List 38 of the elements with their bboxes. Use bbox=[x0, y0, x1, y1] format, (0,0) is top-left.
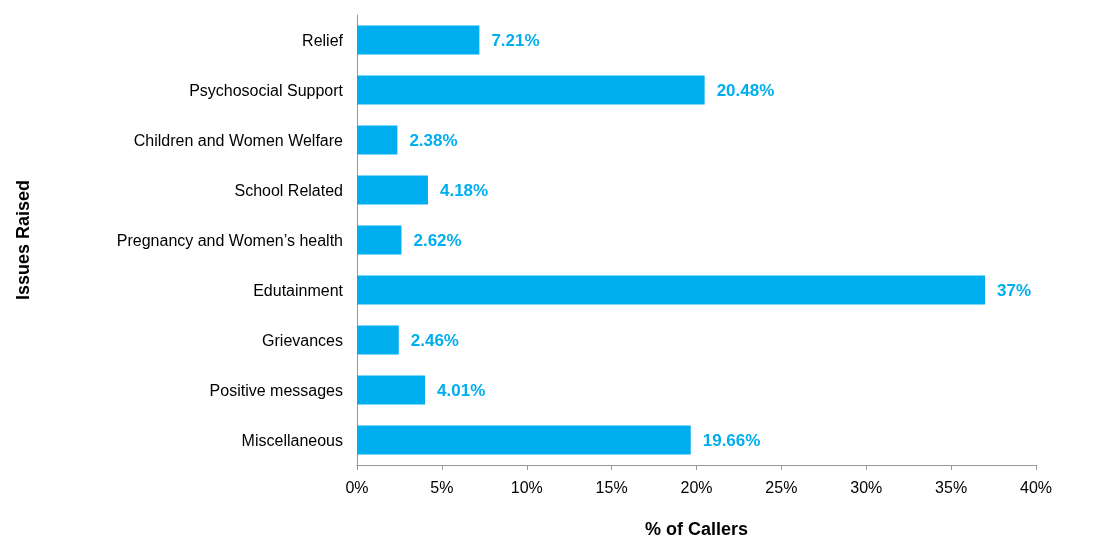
bar bbox=[357, 375, 426, 405]
x-tick-label: 35% bbox=[935, 478, 968, 496]
x-tick-label: 25% bbox=[765, 478, 798, 496]
bar bbox=[357, 225, 402, 255]
bar bbox=[357, 125, 398, 155]
bar bbox=[357, 175, 428, 205]
data-label: 20.48% bbox=[716, 80, 775, 100]
y-axis-title: Issues Raised bbox=[13, 179, 33, 301]
y-tick-label: Edutainment bbox=[253, 281, 344, 299]
data-label: 2.62% bbox=[413, 230, 462, 250]
x-tick-label: 5% bbox=[430, 478, 454, 496]
y-tick-label: Grievances bbox=[262, 331, 343, 349]
bar bbox=[357, 275, 986, 305]
data-label: 4.01% bbox=[437, 380, 486, 400]
data-label: 7.21% bbox=[491, 30, 540, 50]
x-tick-label: 15% bbox=[595, 478, 628, 496]
data-label: 19.66% bbox=[702, 430, 761, 450]
x-tick-label: 40% bbox=[1019, 478, 1053, 496]
y-tick-label: Psychosocial Support bbox=[189, 81, 344, 99]
y-tick-label: School Related bbox=[234, 181, 343, 199]
y-tick-label: Positive messages bbox=[209, 381, 343, 399]
y-tick-label: Pregnancy and Women’s health bbox=[116, 231, 343, 249]
y-tick-label: Children and Women Welfare bbox=[133, 131, 344, 149]
y-tick-label: Miscellaneous bbox=[241, 431, 343, 449]
data-label: 4.18% bbox=[439, 180, 489, 200]
data-label: 37% bbox=[997, 280, 1032, 300]
x-axis-title: % of Callers bbox=[644, 519, 749, 539]
bar bbox=[357, 25, 480, 55]
x-tick-label: 10% bbox=[510, 478, 543, 496]
bar bbox=[357, 75, 705, 105]
x-tick-label: 20% bbox=[680, 478, 713, 496]
data-label: 2.46% bbox=[410, 330, 459, 350]
data-label: 2.38% bbox=[409, 130, 458, 150]
y-tick-label: Relief bbox=[302, 31, 344, 49]
bar bbox=[357, 325, 399, 355]
x-tick-label: 0% bbox=[345, 478, 369, 496]
x-tick-label: 30% bbox=[850, 478, 883, 496]
bar bbox=[357, 425, 691, 455]
